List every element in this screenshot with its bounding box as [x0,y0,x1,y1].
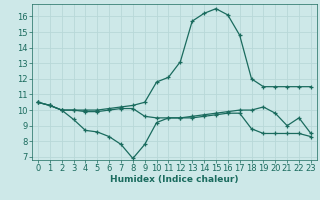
X-axis label: Humidex (Indice chaleur): Humidex (Indice chaleur) [110,175,239,184]
